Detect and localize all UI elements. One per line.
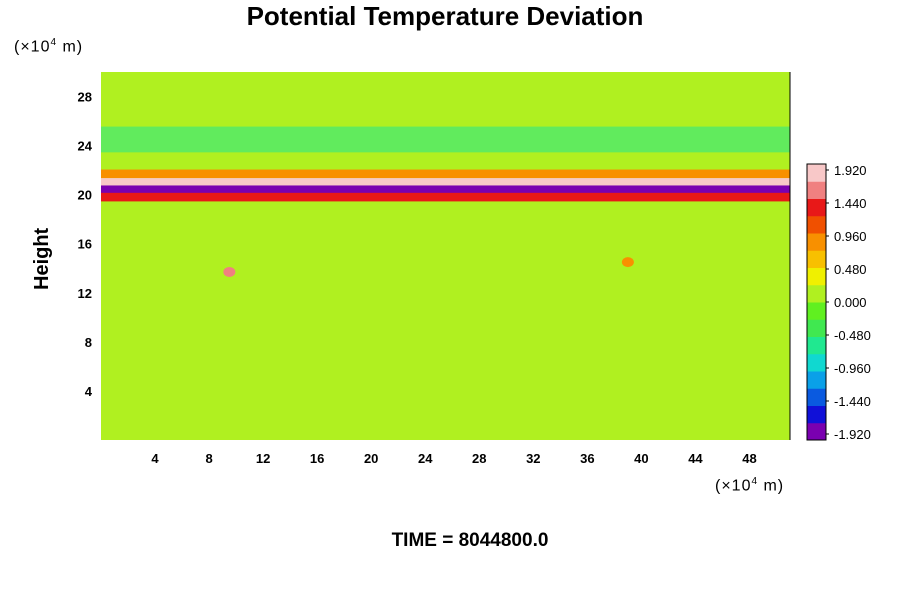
y-tick-label: 28 — [78, 90, 92, 105]
colorbar-tick-label: 1.440 — [834, 196, 867, 211]
colorbar-tick-label: 0.960 — [834, 229, 867, 244]
colorbar-segment — [807, 302, 826, 320]
colorbar-tick-label: -1.920 — [834, 427, 871, 442]
heatmap-feature-3 — [101, 192, 790, 202]
colorbar-segment — [807, 250, 826, 268]
heatmap-feature-1 — [101, 178, 790, 187]
colorbar-segment — [807, 388, 826, 406]
colorbar-segment — [807, 371, 826, 389]
y-tick-label: 24 — [78, 139, 93, 154]
colorbar-segment — [807, 422, 826, 441]
colorbar-tick-label: 0.000 — [834, 295, 867, 310]
colorbar-tick-label: -1.440 — [834, 394, 871, 409]
x-tick-label: 48 — [742, 451, 756, 466]
heatmap-feature-5 — [223, 266, 236, 277]
colorbar-segment — [807, 215, 826, 234]
colorbar-segment — [807, 164, 826, 182]
x-tick-label: 40 — [634, 451, 648, 466]
x-tick-label: 28 — [472, 451, 486, 466]
y-axis-unit: (×104 m) — [14, 37, 84, 56]
colorbar-segment — [807, 353, 826, 372]
colorbar-segment — [807, 284, 826, 303]
colorbar-segment — [807, 405, 826, 424]
x-tick-label: 20 — [364, 451, 378, 466]
x-tick-label: 16 — [310, 451, 324, 466]
heatmap-feature-2 — [101, 185, 790, 195]
y-tick-label: 16 — [78, 237, 92, 252]
colorbar-segment — [807, 198, 826, 217]
colorbar-segment — [807, 319, 826, 337]
x-tick-label: 12 — [256, 451, 270, 466]
colorbar-segment — [807, 267, 826, 286]
colorbar-tick-label: -0.480 — [834, 328, 871, 343]
heatmap-feature-0 — [101, 169, 790, 179]
y-tick-label: 20 — [78, 188, 92, 203]
colorbar-segment — [807, 181, 826, 199]
heatmap-feature-6 — [621, 257, 634, 268]
y-tick-label: 12 — [78, 286, 92, 301]
x-tick-label: 44 — [688, 451, 703, 466]
colorbar-segment — [807, 233, 826, 251]
colorbar-tick-label: 0.480 — [834, 262, 867, 277]
colorbar-segment — [807, 336, 826, 355]
colorbar-tick-label: -0.960 — [834, 361, 871, 376]
colorbar-tick-label: 1.920 — [834, 163, 867, 178]
y-tick-label: 8 — [85, 335, 92, 350]
x-tick-label: 8 — [205, 451, 212, 466]
x-tick-label: 4 — [151, 451, 159, 466]
time-label: TIME = 8044800.0 — [391, 530, 549, 551]
x-axis-unit: (×104 m) — [715, 476, 785, 495]
heatmap-feature-4 — [101, 126, 790, 153]
x-tick-label: 32 — [526, 451, 540, 466]
x-tick-label: 24 — [418, 451, 433, 466]
x-tick-label: 36 — [580, 451, 594, 466]
y-tick-label: 4 — [85, 384, 93, 399]
chart-title: Potential Temperature Deviation — [246, 1, 644, 31]
